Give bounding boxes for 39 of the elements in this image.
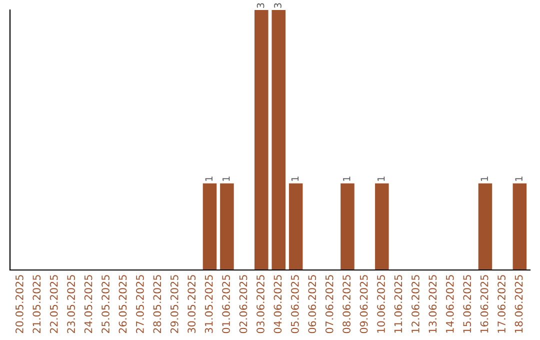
x-tick-label: 29.05.2025 bbox=[170, 275, 178, 334]
x-tick-label: 07.06.2025 bbox=[325, 275, 334, 334]
x-tick-label: 25.05.2025 bbox=[102, 275, 110, 334]
x-tick-label: 13.06.2025 bbox=[428, 275, 437, 333]
data-label: 1 bbox=[480, 176, 488, 181]
x-tick-label: 08.06.2025 bbox=[342, 275, 351, 334]
x-tick-label: 11.06.2025 bbox=[394, 275, 402, 333]
x-tick-label: 26.05.2025 bbox=[118, 275, 127, 334]
x-tick-label: 12.06.2025 bbox=[412, 275, 420, 333]
x-tick-label: 05.06.2025 bbox=[290, 275, 299, 334]
x-tick-label: 01.06.2025 bbox=[222, 275, 230, 334]
x-tick-label: 28.05.2025 bbox=[153, 275, 162, 334]
data-label: 1 bbox=[205, 176, 212, 181]
data-label: 3 bbox=[256, 3, 264, 8]
x-tick-label: 03.06.2025 bbox=[256, 275, 264, 334]
x-tick-label: 04.06.2025 bbox=[274, 275, 282, 334]
data-label: 1 bbox=[343, 176, 350, 181]
data-label: 3 bbox=[274, 3, 282, 8]
data-label: 1 bbox=[222, 176, 230, 181]
data-label: 1 bbox=[515, 176, 522, 181]
x-tick-label: 27.05.2025 bbox=[136, 275, 144, 334]
x-tick-label: 02.06.2025 bbox=[239, 275, 248, 334]
x-tick-label: 31.05.2025 bbox=[204, 275, 213, 334]
data-label: 1 bbox=[291, 176, 299, 181]
x-tick-label: 16.06.2025 bbox=[480, 275, 488, 333]
x-tick-label: 09.06.2025 bbox=[360, 275, 368, 334]
x-tick-label: 15.06.2025 bbox=[463, 275, 472, 333]
x-tick-label: 06.06.2025 bbox=[308, 275, 316, 334]
data-label: 1 bbox=[378, 176, 385, 181]
x-tick-label: 18.06.2025 bbox=[514, 275, 523, 333]
x-tick-label: 10.06.2025 bbox=[377, 275, 385, 333]
x-tick-label: 20.05.2025 bbox=[15, 275, 24, 334]
x-tick-label: 14.06.2025 bbox=[446, 275, 454, 333]
x-tick-label: 30.05.2025 bbox=[188, 275, 196, 334]
x-tick-label: 21.05.2025 bbox=[32, 275, 41, 334]
x-tick-label: 24.05.2025 bbox=[84, 275, 92, 334]
x-tick-label: 22.05.2025 bbox=[50, 275, 58, 334]
x-tick-label: 17.06.2025 bbox=[498, 275, 506, 333]
x-tick-label: 23.05.2025 bbox=[67, 275, 76, 334]
